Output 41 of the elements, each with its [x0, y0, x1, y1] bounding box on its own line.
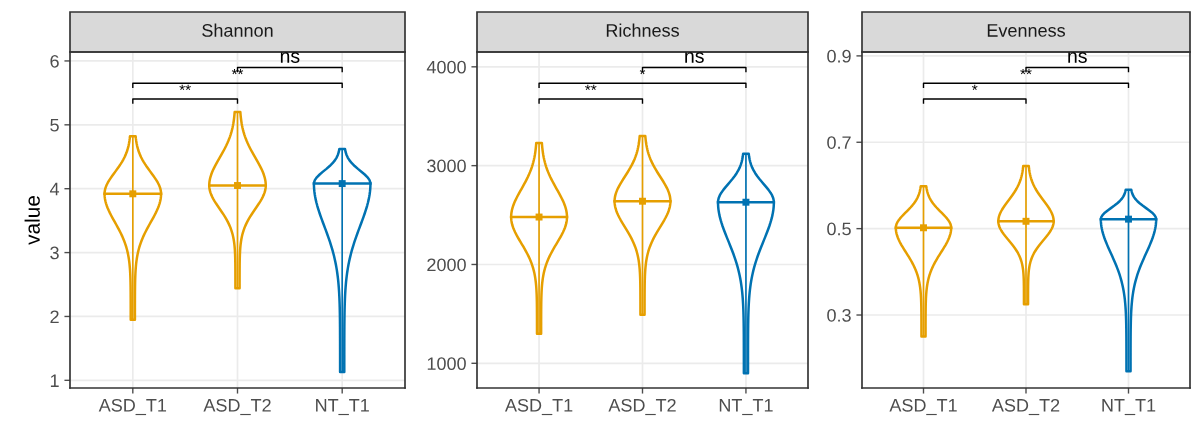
x-tick-label: NT_T1 [719, 399, 773, 416]
annotation: * [972, 84, 978, 91]
y-tick-label: 3000 [427, 159, 466, 173]
point [234, 182, 241, 189]
point [535, 213, 543, 221]
annotation: ns [1068, 52, 1087, 63]
annotation: ns [685, 52, 704, 63]
y-tick-label: 1 [50, 374, 59, 387]
annotation: ** [1020, 68, 1032, 75]
x-tick-label: ASD_T1 [504, 398, 573, 416]
y-tick-label: 5 [50, 118, 59, 132]
x-tick-label: NT_T1 [316, 399, 369, 416]
y-tick-label: 4 [49, 182, 60, 196]
y-tick-label: 2000 [427, 258, 466, 272]
y-tick-label: 2 [50, 310, 59, 323]
y-tick-label: 6 [50, 54, 59, 68]
x-tick-label: NT_T1 [1102, 399, 1156, 416]
point [639, 197, 646, 205]
x-tick-label: ASD_T1 [889, 398, 957, 416]
point [742, 198, 750, 206]
x-tick-label: ASD_T2 [991, 398, 1060, 416]
chart-title: Evenness [987, 24, 1065, 37]
y-axis-title: value [24, 196, 40, 245]
point [129, 190, 137, 198]
y-tick-label: 3 [50, 246, 59, 260]
annotation: ** [231, 68, 244, 75]
y-tick-label: 0.5 [827, 222, 851, 236]
x-tick-label: ASD_T2 [203, 398, 271, 416]
y-tick-label: 0.7 [827, 136, 851, 149]
y-tick-label: 0.3 [827, 308, 851, 322]
point [338, 180, 346, 188]
x-tick-label: ASD_T2 [608, 398, 676, 416]
annotation: ns [280, 52, 300, 63]
annotation: ** [179, 84, 191, 91]
chart-title: Shannon [202, 23, 273, 37]
y-tick-label: 1000 [427, 357, 466, 371]
y-tick-label: 0.9 [827, 49, 851, 63]
chart-title: Richness [606, 23, 679, 37]
y-tick-label: 4000 [426, 60, 466, 74]
annotation: ** [585, 84, 597, 91]
x-tick-label: ASD_T1 [98, 398, 167, 416]
